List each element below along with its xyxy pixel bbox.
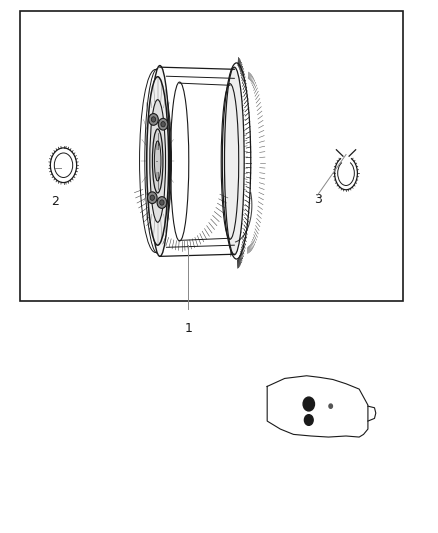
Ellipse shape (54, 153, 73, 177)
Circle shape (148, 114, 158, 125)
Ellipse shape (152, 129, 163, 193)
Circle shape (157, 197, 167, 208)
Circle shape (158, 118, 168, 130)
Ellipse shape (335, 157, 357, 190)
Circle shape (151, 117, 155, 122)
Circle shape (150, 195, 155, 200)
Circle shape (160, 200, 164, 205)
Ellipse shape (150, 66, 170, 256)
Ellipse shape (50, 148, 77, 182)
Circle shape (329, 404, 332, 408)
Ellipse shape (338, 161, 354, 185)
Ellipse shape (147, 77, 169, 245)
Circle shape (304, 415, 313, 425)
Bar (20, 11, 403, 301)
Text: 3: 3 (314, 193, 321, 206)
Text: 1: 1 (184, 322, 192, 335)
Ellipse shape (225, 67, 244, 255)
Circle shape (303, 397, 314, 411)
Ellipse shape (154, 141, 161, 181)
Ellipse shape (150, 100, 166, 222)
Circle shape (161, 122, 165, 127)
Text: 2: 2 (51, 195, 59, 207)
Circle shape (148, 192, 157, 204)
